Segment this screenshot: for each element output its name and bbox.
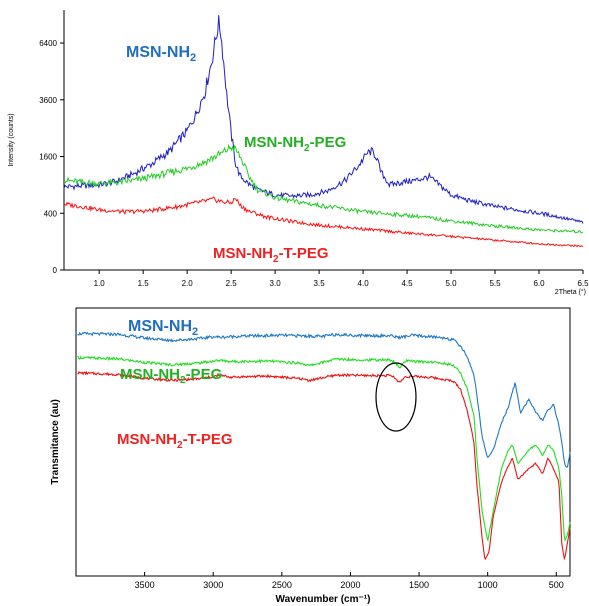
xrd-y-tick-label: 400	[44, 209, 58, 218]
ftir-series-line	[77, 355, 571, 543]
xrd-series	[63, 15, 584, 248]
ftir-x-tick-label: 3000	[203, 580, 223, 590]
ftir-series-line	[77, 331, 571, 468]
xrd-x-tick-label: 5.5	[489, 279, 501, 288]
ftir-x-tick-label: 1000	[478, 580, 498, 590]
ftir-label-msn-nh2-t-peg: MSN-NH2-T-PEG	[117, 431, 233, 451]
xrd-series-line	[63, 143, 584, 234]
ftir-frame	[75, 307, 571, 577]
ftir-series-line	[77, 370, 571, 561]
ftir-series	[77, 331, 571, 561]
xrd-y-tick-label: 6400	[39, 39, 57, 48]
xrd-x-tick-label: 2.5	[226, 279, 238, 288]
xrd-x-tick-label: 6.5	[577, 279, 589, 288]
xrd-y-tick-label: 0	[53, 266, 58, 275]
xrd-ylabel: Intensity (counts)	[8, 113, 15, 166]
xrd-x-tick-label: 5.0	[445, 279, 457, 288]
xrd-x-tick-label: 2.0	[182, 279, 194, 288]
xrd-label-msn-nh2: MSN-NH2	[126, 44, 196, 64]
xrd-y-tick-label: 3600	[39, 96, 57, 105]
xrd-x-tick-label: 3.5	[314, 279, 326, 288]
ftir-x-tick-label: 3500	[135, 580, 155, 590]
ftir-label-msn-nh2: MSN-NH2	[128, 318, 198, 338]
ftir-chart: 3500 3000 2500 2000 1500 1000 500 Transmitance…	[50, 307, 571, 605]
ftir-ylabel: Transmitance (au)	[50, 399, 61, 485]
ftir-x-tick-label: 500	[549, 580, 564, 590]
xrd-chart: 1.0 1.5 2.0 2.5 3.0 3.5 4.0 4.5 5.0 5.5 6.0 6.5 0 400…	[8, 10, 589, 296]
ftir-ticks: 3500 3000 2500 2000 1500 1000 500	[135, 572, 564, 590]
xrd-series-line	[63, 196, 584, 248]
xrd-x-tick-label: 4.5	[402, 279, 414, 288]
ftir-highlight-ellipse	[375, 362, 417, 432]
xrd-label-msn-nh2-peg: MSN-NH2-PEG	[244, 134, 346, 154]
xrd-x-tick-label: 1.5	[138, 279, 150, 288]
xrd-x-tick-label: 6.0	[533, 279, 545, 288]
ftir-x-tick-label: 1500	[409, 580, 429, 590]
ftir-x-tick-label: 2500	[272, 580, 292, 590]
ftir-xlabel: Wavenumber (cm⁻¹)	[276, 594, 371, 605]
xrd-x-tick-label: 1.0	[94, 279, 106, 288]
xrd-ticks: 1.0 1.5 2.0 2.5 3.0 3.5 4.0 4.5 5.0 5.5 6.0 6.5 0 400…	[39, 39, 589, 288]
ftir-x-tick-label: 2000	[340, 580, 360, 590]
xrd-series-line	[63, 15, 584, 224]
xrd-label-msn-nh2-t-peg: MSN-NH2-T-PEG	[213, 245, 329, 265]
ftir-label-msn-nh2-peg: MSN-NH2-PEG	[120, 366, 222, 386]
xrd-y-tick-label: 1600	[39, 153, 57, 162]
xrd-x-tick-label: 4.0	[358, 279, 370, 288]
xrd-xlabel: 2Theta (°)	[555, 288, 586, 296]
xrd-x-tick-label: 3.0	[270, 279, 282, 288]
